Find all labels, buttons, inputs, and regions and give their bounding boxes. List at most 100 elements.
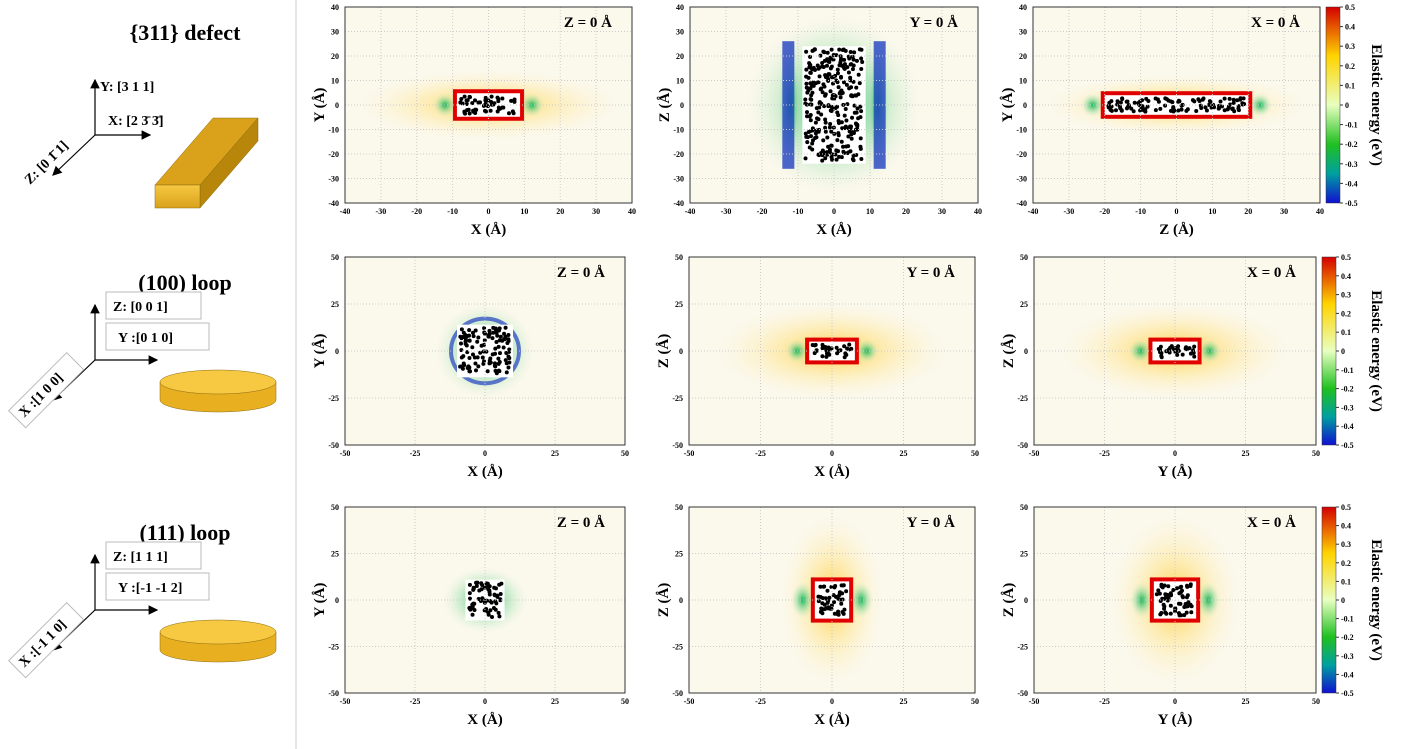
atom <box>852 50 856 54</box>
axis-label: X: [2 3̄ 3̄] <box>108 114 164 129</box>
x-tick-label: 0 <box>830 449 834 458</box>
atom <box>827 60 831 64</box>
atom <box>1163 104 1167 108</box>
atom <box>845 151 849 155</box>
atom <box>1179 585 1183 589</box>
atom <box>858 115 862 119</box>
atom <box>493 347 497 351</box>
atom <box>818 585 822 589</box>
atom <box>824 121 828 125</box>
atom <box>467 334 471 338</box>
atom <box>468 112 472 116</box>
y-tick-label: -40 <box>328 199 339 208</box>
atom <box>842 344 846 348</box>
x-tick-label: -25 <box>1099 697 1110 706</box>
colorbar-tick-label: 0.2 <box>1345 62 1355 71</box>
atom <box>833 612 837 616</box>
atom <box>1208 99 1212 103</box>
panel: -50-2502550-50-2502550Y = 0 ÅX (Å)Z (Å) <box>656 503 979 728</box>
atom <box>841 583 845 587</box>
y-tick-label: -25 <box>672 643 683 652</box>
colorbar-tick-label: -0.3 <box>1341 652 1354 661</box>
y-tick-label: -50 <box>1017 441 1028 450</box>
colorbar-tick-label: 0 <box>1341 596 1345 605</box>
y-tick-label: 50 <box>331 503 339 512</box>
atom <box>490 336 494 340</box>
atom <box>1189 584 1193 588</box>
x-tick-label: 50 <box>621 449 629 458</box>
heatmap <box>1047 76 1305 135</box>
x-tick-label: -40 <box>1028 207 1039 216</box>
x-tick-label: 20 <box>1244 207 1252 216</box>
atom <box>1205 109 1209 113</box>
atom <box>1114 108 1118 112</box>
atom <box>1227 106 1231 110</box>
atom <box>859 67 863 71</box>
atom <box>480 587 484 591</box>
panel: -50-2502550-50-2502550Y = 0 ÅX (Å)Z (Å) <box>656 253 979 480</box>
atom <box>502 332 506 336</box>
atom <box>460 336 464 340</box>
atom <box>1228 97 1232 101</box>
x-axis-label: Y (Å) <box>1158 712 1193 728</box>
atom <box>852 104 856 108</box>
atom <box>824 130 828 134</box>
atom <box>496 109 500 113</box>
y-tick-label: 10 <box>676 77 684 86</box>
atom <box>820 159 824 163</box>
colorbar-tick-label: 0.1 <box>1341 577 1351 586</box>
atom <box>1169 604 1173 608</box>
atom <box>849 62 853 66</box>
x-tick-label: 10 <box>866 207 874 216</box>
atom <box>844 107 848 111</box>
panel: -50-2502550-50-2502550Z = 0 ÅX (Å)Y (Å) <box>312 253 629 480</box>
x-tick-label: 50 <box>1312 449 1320 458</box>
atom <box>473 355 477 359</box>
atom <box>504 358 508 362</box>
atom <box>482 326 486 330</box>
atom <box>459 342 463 346</box>
atom <box>1163 96 1167 100</box>
y-axis-label: Y (Å) <box>312 583 328 618</box>
slice-label: Y = 0 Å <box>907 265 956 281</box>
colorbar-label: Elastic energy (eV) <box>1368 539 1384 661</box>
atom <box>805 140 809 144</box>
atom <box>826 51 830 55</box>
atom <box>840 91 844 95</box>
atom <box>1191 348 1195 352</box>
atom <box>499 335 503 339</box>
x-tick-label: 50 <box>1312 697 1320 706</box>
colorbar-tick-label: -0.5 <box>1341 689 1354 698</box>
y-tick-label: 0 <box>1024 596 1028 605</box>
atom <box>467 328 471 332</box>
atom <box>470 345 474 349</box>
y-tick-label: 30 <box>676 28 684 37</box>
atom <box>808 55 812 59</box>
atom <box>805 91 809 95</box>
atom <box>476 335 480 339</box>
atom <box>1192 345 1196 349</box>
atom <box>837 85 841 89</box>
x-tick-label: -50 <box>684 449 695 458</box>
atom <box>850 116 854 120</box>
y-tick-label: -10 <box>673 126 684 135</box>
atom <box>1169 612 1173 616</box>
slice-label: X = 0 Å <box>1247 515 1296 531</box>
x-tick-label: -40 <box>340 207 351 216</box>
colorbar-label: Elastic energy (eV) <box>1368 44 1384 166</box>
atom <box>809 118 813 122</box>
atom <box>490 615 494 619</box>
atom <box>842 48 846 52</box>
atom <box>836 113 840 117</box>
atom <box>836 131 840 135</box>
atom <box>1186 593 1190 597</box>
y-tick-label: 0 <box>335 101 339 110</box>
x-tick-label: 30 <box>938 207 946 216</box>
slice-label: Z = 0 Å <box>557 515 605 531</box>
colorbar-tick-label: -0.3 <box>1341 403 1354 412</box>
atom <box>498 360 502 364</box>
atom <box>511 109 515 113</box>
atom <box>853 111 857 115</box>
atom <box>486 369 490 373</box>
atom <box>859 147 863 151</box>
